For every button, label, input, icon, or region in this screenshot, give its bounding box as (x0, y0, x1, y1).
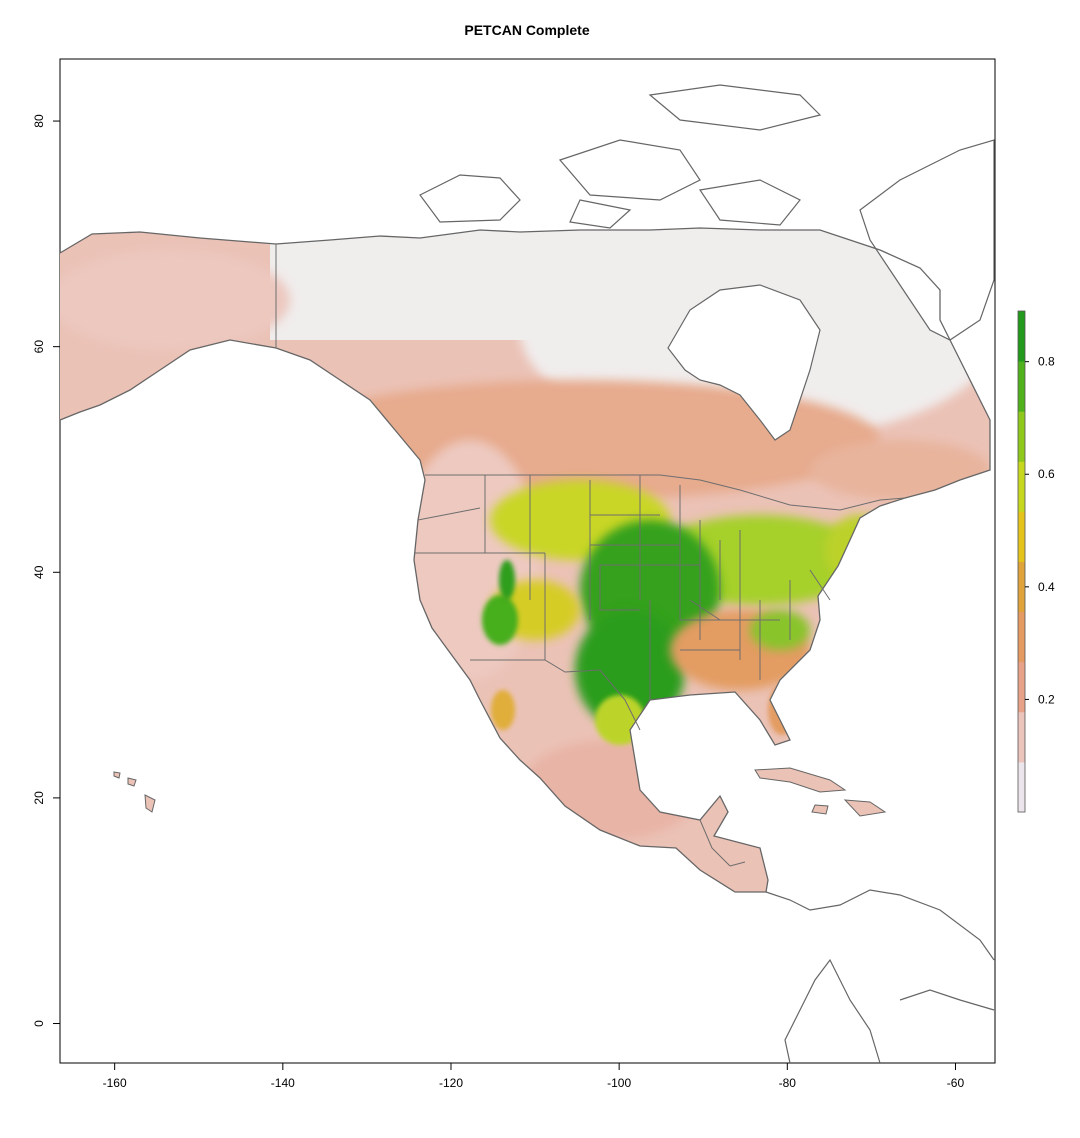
y-tick-label: 20 (32, 791, 46, 805)
legend-color-step (1018, 311, 1025, 362)
legend-color-step (1018, 411, 1025, 462)
legend-color-step (1018, 361, 1025, 412)
y-tick-label: 60 (32, 340, 46, 354)
chart-title: PETCAN Complete (464, 22, 589, 38)
caribbean-islands (754, 767, 887, 817)
y-tick-label: 40 (32, 565, 46, 579)
florida-zone (768, 685, 796, 735)
legend-tick-label: 0.8 (1038, 355, 1055, 369)
carolinas-zone (750, 610, 810, 650)
legend-color-step (1018, 511, 1025, 562)
state-lines (414, 475, 831, 700)
alaska-zone (60, 250, 290, 350)
legend-color-step (1018, 711, 1025, 763)
color-legend: 0.2 0.4 0.6 0.8 (1017, 310, 1055, 813)
plot-frame (59, 58, 996, 1064)
baja-patch (491, 690, 515, 730)
northeast-zone (825, 515, 895, 585)
legend-color-step (1018, 611, 1025, 663)
legend-tick-label: 0.2 (1038, 692, 1055, 706)
x-tick-label: -100 (607, 1076, 631, 1090)
greenland-outline (859, 139, 995, 341)
legend-color-step (1018, 661, 1025, 713)
legend-color-step (1018, 461, 1025, 512)
hawaii-islands (113, 771, 156, 813)
south-america-outline (765, 889, 995, 1064)
x-tick-label: -140 (271, 1076, 295, 1090)
y-tick-label: 80 (32, 114, 46, 128)
hudson-bay (667, 284, 821, 441)
legend-frame (1017, 310, 1026, 813)
legend-tick-label: 0.6 (1038, 467, 1055, 481)
us-canada-border (425, 474, 906, 511)
y-tick-label: 0 (32, 1020, 46, 1027)
x-axis: -160 -140 -120 -100 -80 -60 (103, 1063, 965, 1090)
arctic-islands (419, 84, 822, 229)
us-mexico-border (470, 659, 641, 731)
x-tick-label: -60 (947, 1076, 965, 1090)
central-america-borders (699, 819, 746, 867)
political-boundaries (275, 244, 906, 867)
legend-color-step (1018, 761, 1025, 813)
southwest-patch (482, 595, 518, 645)
x-tick-label: -120 (439, 1076, 463, 1090)
southwest-patch (499, 560, 515, 600)
x-tick-label: -160 (103, 1076, 127, 1090)
southern-canada-zone (810, 440, 990, 500)
x-tick-label: -80 (779, 1076, 797, 1090)
mexico-zone (520, 740, 700, 840)
continent-outline (59, 227, 991, 893)
legend-color-step (1018, 561, 1025, 613)
legend-tick-label: 0.4 (1038, 580, 1055, 594)
suitability-raster (60, 228, 990, 892)
y-axis: 0 20 40 60 80 (32, 114, 60, 1027)
western-us-zone (400, 440, 540, 680)
south-texas-patch (595, 695, 645, 745)
